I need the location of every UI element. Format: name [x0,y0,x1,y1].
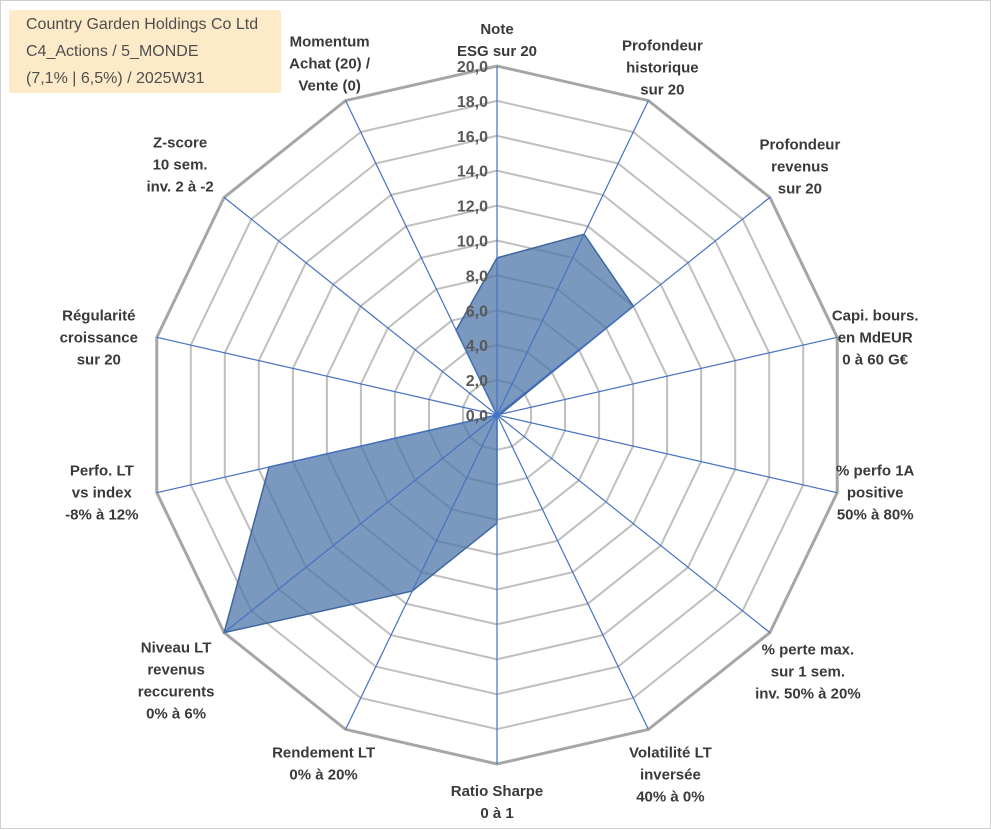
title-line-1: Country Garden Holdings Co Ltd [26,16,258,34]
tick-label: 20,0 [457,59,488,76]
category-label-line: 40% à 0% [636,788,704,805]
category-label-line: -8% à 12% [65,507,138,524]
category-label-line: sur 20 [640,82,684,99]
category-label-line: 10 sem. [153,156,208,173]
category-label-line: 50% à 80% [837,507,914,524]
category-label-line: Perfo. LT [70,463,134,480]
category-label: Profondeur revenus sur 20 [759,136,840,197]
title-line-2: C4_Actions / 5_MONDE [26,43,199,61]
category-label-line: Rendement LT [272,744,375,761]
tick-label: 16,0 [457,129,488,146]
category-label-line: sur 1 sem. [771,664,845,681]
category-label-line: historique [626,60,699,77]
tick-label: 12,0 [457,199,488,216]
category-label-line: Z-score [153,134,207,151]
category-label-line: Momentum [290,34,370,51]
category-label: Rendement LT 0% à 20% [272,744,375,783]
category-label-line: croissance [60,329,138,346]
tick-label: 6,0 [466,303,488,320]
tick-label: 14,0 [457,164,488,181]
category-label-line: sur 20 [778,180,822,197]
category-label-line: Ratio Sharpe [451,783,544,800]
category-label-line: Régularité [62,307,135,324]
category-label-line: vs index [72,485,133,502]
category-label-line: revenus [771,158,829,175]
category-label: Régularité croissance sur 20 [60,307,138,368]
tick-label: 8,0 [466,268,488,285]
category-label: Perfo. LT vs index -8% à 12% [65,463,138,524]
category-label: Momentum Achat (20) / Vente (0) [289,34,371,95]
tick-label: 10,0 [457,234,488,251]
category-label-line: Vente (0) [298,78,361,95]
category-label-line: 0 à 1 [480,805,513,822]
category-label-line: positive [847,485,904,502]
category-label-line: 0 à 60 G€ [842,351,909,368]
category-label-line: en MdEUR [838,329,913,346]
category-label: Note ESG sur 20 [457,21,537,60]
category-label-line: inv. 50% à 20% [755,686,861,703]
category-label-line: % perfo 1A [836,463,915,480]
title-box: Country Garden Holdings Co Ltd C4_Action… [9,10,281,93]
tick-label: 0,0 [466,408,488,425]
category-label-line: Note [480,21,513,38]
category-label: Niveau LT revenus reccurents 0% à 6% [138,640,215,723]
category-label: Z-score 10 sem. inv. 2 à -2 [146,134,213,195]
tick-label: 2,0 [466,373,488,390]
category-label-line: % perte max. [762,642,855,659]
category-label-line: Capi. bours. [832,307,919,324]
category-label-line: Profondeur [759,136,840,153]
category-label-line: reccurents [138,684,215,701]
category-label-line: Niveau LT [141,640,212,657]
category-label: Ratio Sharpe 0 à 1 [451,783,544,822]
category-label-line: Profondeur [622,38,703,55]
category-label-line: revenus [147,662,205,679]
category-label-line: 0% à 20% [289,766,357,783]
tick-label: 18,0 [457,94,488,111]
category-label-line: ESG sur 20 [457,43,537,60]
category-label: % perte max. sur 1 sem. inv. 50% à 20% [755,642,861,703]
category-label-line: Achat (20) / [289,56,371,73]
category-label-line: sur 20 [77,351,121,368]
category-label: Capi. bours. en MdEUR 0 à 60 G€ [832,307,919,368]
tick-label: 4,0 [466,338,488,355]
category-label-line: Volatilité LT [629,744,712,761]
category-label-line: inv. 2 à -2 [146,178,213,195]
category-label: Volatilité LT inversée 40% à 0% [629,744,712,805]
title-line-3: (7,1% | 6,5%) / 2025W31 [26,70,204,88]
category-label-line: 0% à 6% [146,706,206,723]
category-label: % perfo 1A positive 50% à 80% [836,463,915,524]
category-label: Profondeur historique sur 20 [622,38,703,99]
category-label-line: inversée [640,766,701,783]
